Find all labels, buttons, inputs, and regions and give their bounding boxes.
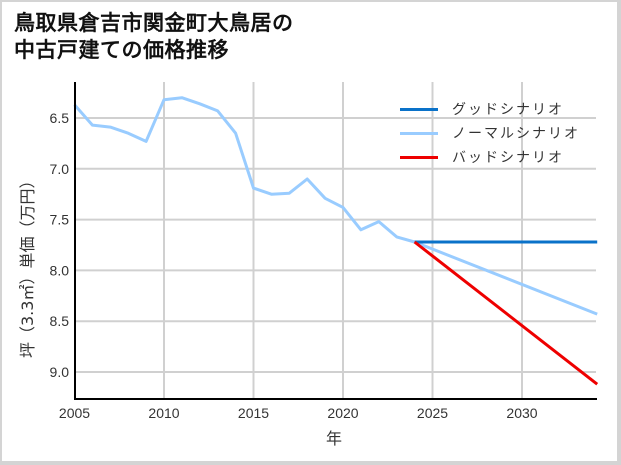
legend-label-normal: ノーマルシナリオ: [452, 126, 580, 142]
series-line: [73, 96, 598, 316]
legend-item-normal: ノーマルシナリオ: [400, 121, 580, 145]
y-tick-label: 8.0: [50, 262, 70, 278]
x-tick-label: 2025: [417, 405, 448, 421]
chart-title-line2: 中古戸建ての価格推移: [14, 38, 229, 62]
series-line: [413, 240, 599, 386]
y-tick-labels: 9.0 8.5 8.0 7.5 7.0 6.5: [50, 110, 70, 380]
y-tick-label: 9.0: [50, 364, 70, 380]
chart-title: 鳥取県倉吉市関金町大鳥居の 中古戸建ての価格推移: [14, 10, 294, 64]
y-tick-label: 7.0: [50, 161, 70, 177]
series-lines: [73, 96, 599, 386]
y-axis-label: 坪（3.3㎡）単価（万円）: [18, 172, 37, 358]
legend-swatch-bad: [400, 155, 438, 159]
x-tick-labels: 2005 2010 2015 2020 2025 2030: [59, 405, 538, 421]
y-tick-label: 7.5: [50, 212, 70, 228]
x-tick-label: 2030: [506, 405, 537, 421]
legend-item-good: グッドシナリオ: [400, 97, 580, 121]
x-tick-label: 2020: [327, 405, 358, 421]
y-tick-label: 8.5: [50, 313, 70, 329]
legend-swatch-normal: [400, 131, 438, 135]
x-tick-label: 2015: [238, 405, 269, 421]
legend-label-good: グッドシナリオ: [452, 102, 564, 118]
legend-swatch-good: [400, 107, 438, 111]
legend-item-bad: バッドシナリオ: [400, 145, 580, 169]
chart-title-line1: 鳥取県倉吉市関金町大鳥居の: [14, 11, 294, 35]
x-tick-label: 2010: [148, 405, 179, 421]
legend: グッドシナリオ ノーマルシナリオ バッドシナリオ: [400, 97, 580, 169]
y-tick-label: 6.5: [50, 110, 70, 126]
x-tick-label: 2005: [59, 405, 90, 421]
x-axis-label: 年: [326, 429, 343, 448]
legend-label-bad: バッドシナリオ: [452, 150, 564, 166]
